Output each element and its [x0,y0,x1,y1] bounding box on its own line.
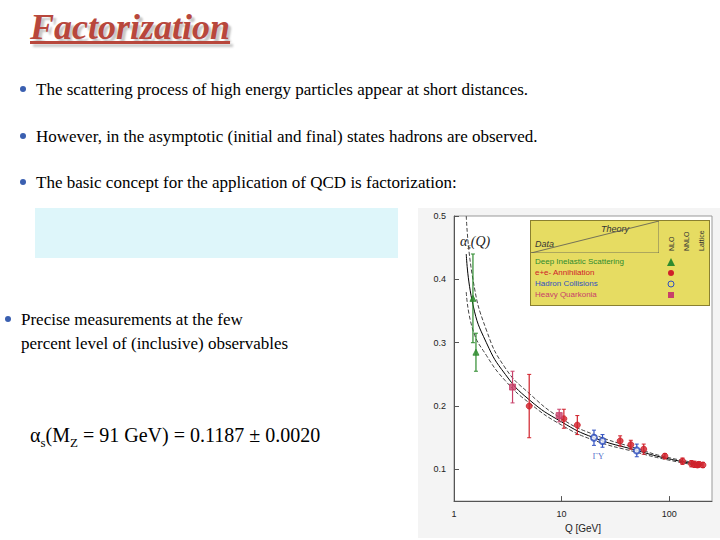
html-text:The basic concept for the appl: The basic concept for the application of… [36,173,457,192]
svg-text:100: 100 [662,509,677,519]
svg-text:0.3: 0.3 [433,338,446,348]
html-text:NLO: NLO [668,236,675,251]
html-text:Lattice: Lattice [698,230,705,251]
html-text:Heavy Quarkonia: Heavy Quarkonia [535,290,597,299]
svg-text:0.5: 0.5 [433,211,446,221]
svg-text:0.4: 0.4 [433,274,446,284]
html-text:The scattering process of high: The scattering process of high energy pa… [36,80,528,99]
html-text:Hadron Collisions: Hadron Collisions [535,279,598,288]
html-text:However, in the asymptotic (in: However, in the asymptotic (initial and … [36,127,538,146]
svg-text:0.2: 0.2 [433,401,446,411]
svg-text:0.1: 0.1 [433,464,446,474]
svg-text:Q [GeV]: Q [GeV] [565,523,601,534]
html-text:Deep Inelastic Scattering: Deep Inelastic Scattering [535,257,624,266]
html-text:percent level of (inclusive) o: percent level of (inclusive) observables [21,334,289,353]
html-text:e+e- Annihilation: e+e- Annihilation [535,268,595,277]
html-text:NNLO: NNLO [683,231,690,251]
html-text:αs(MZ= 91 GeV) = 0.1187 ± 0.00: αs(MZ= 91 GeV) = 0.1187 ± 0.0020 [30,424,321,450]
html-text:Precise measurements at the fe: Precise measurements at the few [21,310,243,329]
svg-text:ΓΥ: ΓΥ [593,451,605,461]
html-text:Factorization: Factorization [30,7,230,47]
html-text:Data: Data [535,239,554,249]
html-text:αs: αs [460,234,471,251]
html-text:Theory: Theory [601,224,629,234]
svg-text:1: 1 [451,509,456,519]
svg-text:(Q): (Q) [471,234,491,250]
svg-text:10: 10 [557,509,567,519]
